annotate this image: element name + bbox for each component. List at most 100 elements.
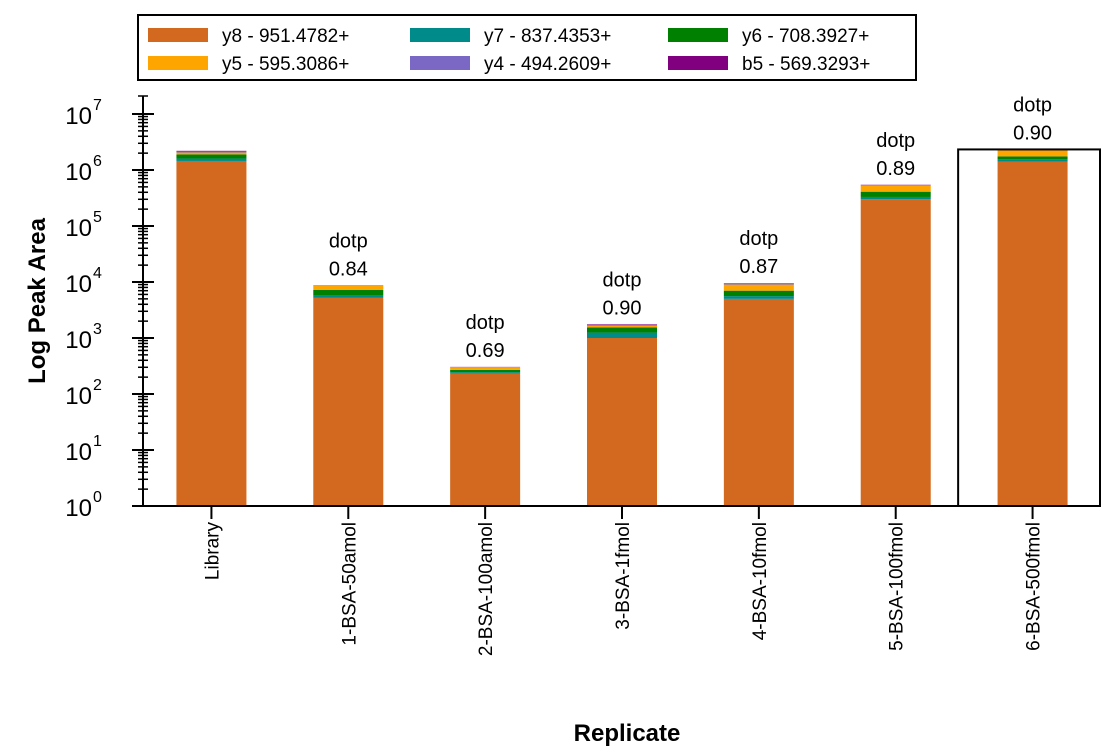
bar-segment[interactable] [860,191,931,197]
dotp-annotation: dotp 0.69 [466,312,505,362]
y-tick-label: 10 3 [65,321,102,354]
y-tick-exponent: 4 [93,265,102,282]
y-tick-exponent: 3 [93,321,102,338]
bar-segment[interactable] [450,372,521,374]
x-tick-label: Library [202,522,223,581]
bar-segment[interactable] [723,296,794,299]
legend-item[interactable]: y4 - 494.2609+ [410,54,611,75]
bars [176,148,1101,507]
bar-segment[interactable] [723,283,794,285]
legend-swatch [410,56,470,70]
bar-segment[interactable] [176,152,247,155]
bar-segment[interactable] [723,290,794,297]
bar-stack[interactable] [176,150,247,507]
dotp-annotation: dotp 0.90 [603,269,642,319]
legend-swatch [148,28,208,42]
bar-segment[interactable] [860,196,931,200]
bar-segment[interactable] [860,199,931,507]
legend-item[interactable]: y8 - 951.4782+ [148,26,349,47]
bar-segment[interactable] [587,338,657,506]
x-tick-label: 5-BSA-100fmol [887,522,908,651]
y-tick-exponent: 2 [93,377,102,394]
legend-item[interactable]: y6 - 708.3927+ [668,26,869,47]
y-tick-base: 10 [65,159,92,186]
bar-stack[interactable] [587,324,657,506]
y-tick-exponent: 1 [93,433,102,450]
bar-segment[interactable] [176,151,247,153]
bar-stack[interactable] [313,285,384,506]
legend-swatch [410,28,470,42]
legend-swatch [668,28,728,42]
y-tick-base: 10 [65,495,92,522]
legend-item[interactable]: y5 - 595.3086+ [148,54,349,75]
bar-segment[interactable] [587,327,657,333]
bar-segment[interactable] [997,161,1068,506]
y-tick-label: 10 0 [65,489,102,522]
x-tick-label: 6-BSA-500fmol [1024,522,1045,651]
bar-segment[interactable] [723,283,794,284]
dotp-value: 0.90 [603,297,642,319]
x-axis-title: Replicate [574,720,681,747]
legend: y8 - 951.4782+ y7 - 837.4353+ y6 - 708.392… [137,14,917,81]
dotp-label: dotp [1013,94,1052,116]
bar-segment[interactable] [997,159,1068,162]
y-tick-label: 10 2 [65,377,102,410]
y-tick-exponent: 7 [93,97,102,114]
legend-label: y7 - 837.4353+ [484,26,611,47]
bar-segment[interactable] [313,297,384,506]
bar-segment[interactable] [587,324,657,326]
bar-segment[interactable] [997,156,1068,160]
bar-stack[interactable] [860,184,931,507]
bar-stack[interactable] [450,366,521,506]
y-tick-label: 10 4 [65,265,102,298]
y-tick-base: 10 [65,215,92,242]
y-tick-base: 10 [65,439,92,466]
bar-segment[interactable] [450,367,521,370]
x-tick-label: 4-BSA-10fmol [750,522,771,640]
y-axis-title: Log Peak Area [24,217,51,383]
legend-item[interactable]: b5 - 569.3293+ [668,54,870,75]
dotp-label: dotp [739,228,778,250]
bar-segment[interactable] [723,298,794,506]
x-tick-label: 1-BSA-50amol [339,522,360,646]
dotp-value: 0.69 [466,340,505,362]
bar-segment[interactable] [176,150,247,152]
y-tick-exponent: 0 [93,489,102,506]
y-tick-base: 10 [65,383,92,410]
bar-segment[interactable] [176,160,247,507]
dotp-value: 0.89 [876,158,915,180]
bar-segment[interactable] [860,185,931,192]
bar-stack[interactable] [997,149,1068,506]
legend-label: y6 - 708.3927+ [742,26,869,47]
y-tick-label: 10 6 [65,153,102,186]
bar-segment[interactable] [723,284,794,291]
legend-label: y4 - 494.2609+ [484,54,611,75]
y-tick-label: 10 1 [65,433,102,466]
legend-label: y5 - 595.3086+ [222,54,349,75]
legend-item[interactable]: y7 - 837.4353+ [410,26,611,47]
bar-segment[interactable] [313,289,384,296]
dotp-value: 0.87 [739,256,778,278]
bar-segment[interactable] [313,295,384,298]
bar-segment[interactable] [997,150,1068,157]
bar-segment[interactable] [176,158,247,161]
bar-segment[interactable] [587,332,657,338]
y-tick-exponent: 5 [93,209,102,226]
bar-segment[interactable] [313,285,384,290]
dotp-label: dotp [329,230,368,252]
bar-segment[interactable] [587,325,657,328]
dotp-annotations: dotp 0.84 dotp 0.69 dotp 0.90 dotp 0.87 dotp 0.89… [329,94,1052,361]
legend-swatch [668,56,728,70]
bar-segment[interactable] [587,325,657,326]
legend-label: y8 - 951.4782+ [222,26,349,47]
y-tick-base: 10 [65,271,92,298]
legend-box [137,14,917,81]
bar-segment[interactable] [176,154,247,159]
dotp-value: 0.90 [1013,122,1052,144]
bar-segment[interactable] [450,369,521,373]
bar-segment[interactable] [450,373,521,506]
bar-stack[interactable] [723,283,794,506]
dotp-label: dotp [876,130,915,152]
